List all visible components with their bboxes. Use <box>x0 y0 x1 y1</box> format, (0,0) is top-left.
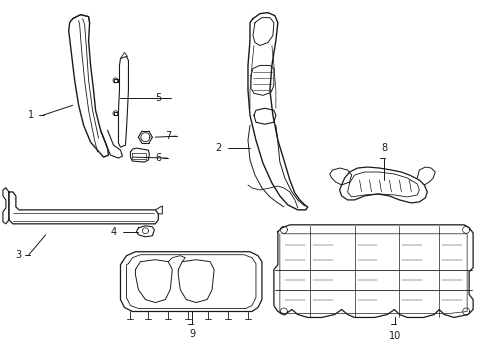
Text: 8: 8 <box>381 143 386 153</box>
Text: 5: 5 <box>155 93 161 103</box>
Text: 9: 9 <box>189 329 195 339</box>
Text: 6: 6 <box>155 153 161 163</box>
Text: 1: 1 <box>28 110 34 120</box>
Text: 10: 10 <box>388 332 401 341</box>
Text: 7: 7 <box>165 131 171 141</box>
Text: 2: 2 <box>215 143 221 153</box>
Text: 4: 4 <box>110 227 116 237</box>
Text: 3: 3 <box>16 250 22 260</box>
